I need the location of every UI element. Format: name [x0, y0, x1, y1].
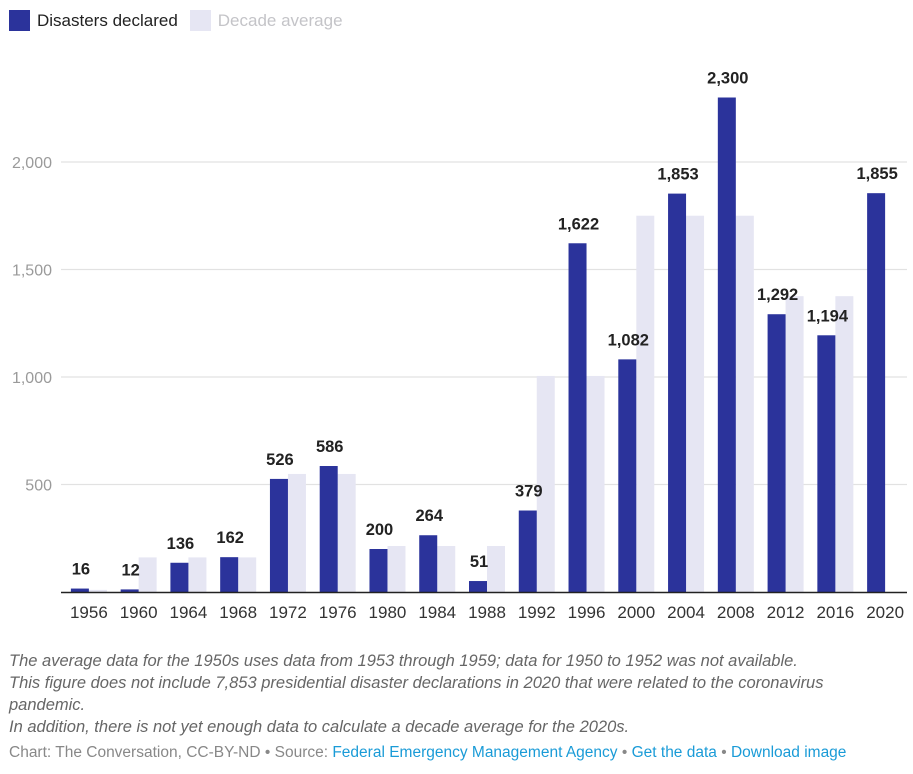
disasters-bar[interactable]	[319, 466, 338, 592]
legend-label-average: Decade average	[217, 10, 343, 30]
x-tick-label: 2004	[667, 603, 705, 622]
decade-average-bar[interactable]	[835, 296, 854, 592]
decade-average-bar[interactable]	[586, 375, 605, 592]
source-link[interactable]: Federal Emergency Management Agency	[332, 744, 618, 761]
decade-average-bar[interactable]	[138, 557, 157, 592]
get-data-link[interactable]: Get the data	[631, 744, 717, 761]
disasters-bar[interactable]	[269, 478, 288, 592]
data-label: 264	[415, 507, 443, 525]
credit-text: Chart: The Conversation, CC-BY-ND	[9, 744, 261, 761]
decade-average-bar[interactable]	[636, 215, 655, 592]
x-tick-label: 1976	[319, 603, 357, 622]
data-label: 2,300	[707, 70, 748, 88]
chart-footer: Chart: The Conversation, CC-BY-ND • Sour…	[9, 744, 846, 762]
legend-swatch-disasters	[9, 10, 30, 31]
x-tick-label: 2020	[866, 603, 904, 622]
x-tick-label: 1968	[219, 603, 257, 622]
disasters-bar[interactable]	[767, 314, 786, 592]
disasters-bar[interactable]	[70, 588, 89, 592]
x-tick-label: 1980	[369, 603, 407, 622]
data-label: 1,082	[608, 331, 649, 349]
data-label: 1,853	[657, 166, 698, 184]
disasters-bar[interactable]	[518, 510, 537, 592]
decade-average-bar[interactable]	[686, 215, 705, 592]
separator: •	[621, 744, 628, 761]
disasters-bar[interactable]	[618, 359, 637, 592]
disasters-bar[interactable]	[120, 589, 139, 592]
data-label: 1,194	[807, 307, 849, 325]
x-tick-label: 1996	[568, 603, 606, 622]
disasters-bar[interactable]	[419, 535, 438, 592]
disasters-bar[interactable]	[867, 193, 886, 593]
x-tick-label: 1988	[468, 603, 506, 622]
decade-average-bar[interactable]	[337, 473, 356, 592]
decade-average-bar[interactable]	[487, 545, 505, 592]
legend-swatch-average	[189, 10, 211, 31]
data-label: 200	[366, 521, 394, 539]
disasters-bar[interactable]	[717, 97, 736, 593]
data-label: 16	[72, 561, 90, 579]
disasters-bar[interactable]	[170, 562, 189, 592]
legend-item-disasters[interactable]: Disasters declared	[9, 10, 178, 31]
x-tick-label: 1960	[120, 603, 158, 622]
source-prefix: Source:	[274, 744, 329, 761]
data-label: 1,855	[856, 165, 897, 183]
disasters-bar[interactable]	[469, 581, 487, 592]
note-coronavirus: This figure does not include 7,853 presi…	[9, 674, 824, 714]
decade-average-bar[interactable]	[387, 545, 406, 592]
chart-legend: Disasters declared Decade average	[9, 10, 355, 31]
y-tick-label: 1,000	[12, 370, 52, 387]
x-tick-label: 2008	[717, 603, 755, 622]
decade-average-bar[interactable]	[536, 375, 555, 592]
x-tick-label: 1956	[70, 603, 108, 622]
decade-average-bar[interactable]	[437, 545, 456, 592]
disasters-bar[interactable]	[220, 557, 239, 592]
disasters-bar[interactable]	[817, 335, 836, 592]
x-tick-label: 2000	[617, 603, 655, 622]
note-2020s: In addition, there is not yet enough dat…	[9, 718, 630, 736]
legend-item-average[interactable]: Decade average	[189, 10, 343, 31]
separator: •	[264, 744, 271, 761]
y-tick-label: 1,500	[12, 263, 52, 280]
data-label: 162	[216, 529, 244, 547]
y-tick-label: 2,000	[12, 155, 52, 172]
data-label: 12	[121, 561, 139, 579]
data-label: 1,622	[558, 215, 599, 233]
x-tick-label: 2012	[767, 603, 805, 622]
x-tick-label: 1984	[418, 603, 456, 622]
decade-average-bar[interactable]	[188, 557, 207, 592]
chart-notes: The average data for the 1950s uses data…	[9, 650, 904, 738]
decade-average-bar[interactable]	[88, 589, 107, 592]
x-tick-label: 1972	[269, 603, 307, 622]
x-tick-label: 1992	[518, 603, 556, 622]
decade-average-bar[interactable]	[238, 557, 257, 592]
x-tick-label: 1964	[169, 603, 207, 622]
decade-average-bar[interactable]	[785, 296, 804, 592]
note-1950s: The average data for the 1950s uses data…	[9, 652, 798, 670]
disasters-bar[interactable]	[668, 193, 687, 593]
decade-average-bar[interactable]	[735, 215, 754, 592]
data-label: 379	[515, 483, 543, 501]
data-label: 136	[167, 535, 195, 553]
y-tick-label: 500	[25, 478, 52, 495]
decade-average-bar[interactable]	[287, 473, 306, 592]
x-tick-label: 2016	[816, 603, 854, 622]
data-label: 1,292	[757, 286, 798, 304]
bar-chart: 500 1,000 1,500 2,000 16 1956 12 1960 136 1964 162…	[12, 70, 907, 622]
download-image-link[interactable]: Download image	[730, 744, 847, 761]
separator: •	[721, 744, 727, 761]
data-label: 586	[316, 438, 344, 456]
disasters-bar[interactable]	[369, 549, 388, 592]
disasters-bar[interactable]	[568, 243, 587, 592]
data-label: 526	[266, 451, 294, 469]
data-label: 51	[470, 553, 488, 571]
legend-label-disasters: Disasters declared	[37, 10, 178, 30]
